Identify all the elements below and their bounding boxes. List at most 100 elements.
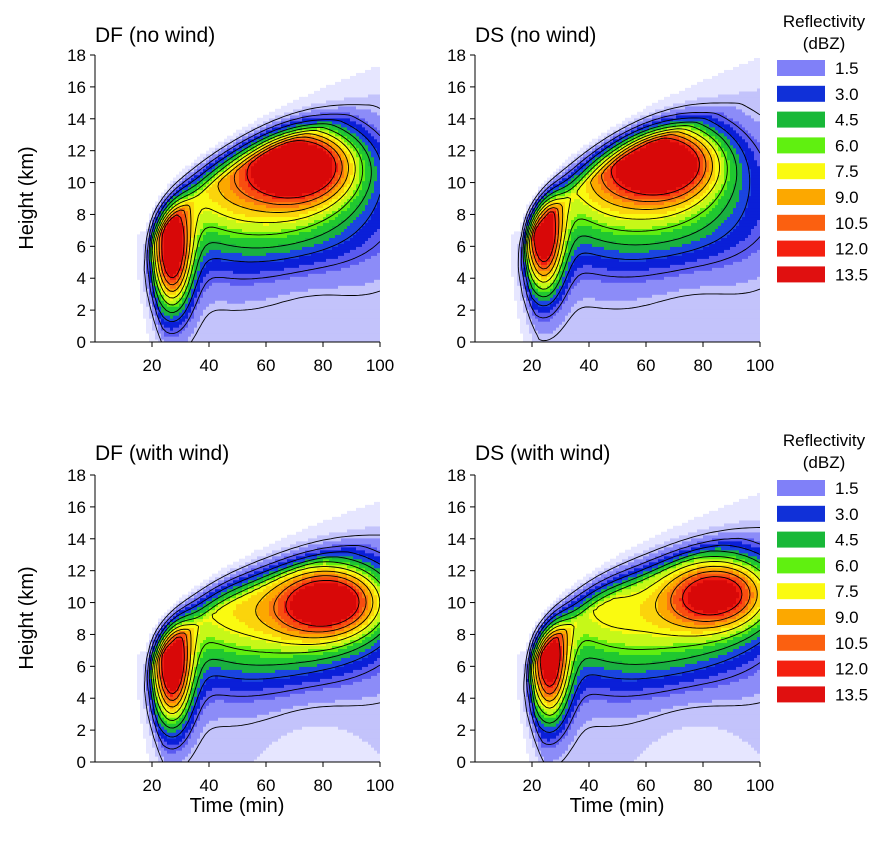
field-cell xyxy=(299,312,303,316)
field-cell xyxy=(344,249,348,253)
field-cell xyxy=(164,306,168,310)
field-cell xyxy=(266,249,270,253)
field-cell xyxy=(350,132,354,137)
field-cell xyxy=(242,336,246,340)
field-cell xyxy=(347,114,351,119)
field-cell xyxy=(227,267,231,271)
field-cell xyxy=(281,201,285,206)
field-cell xyxy=(332,255,336,259)
field-cell xyxy=(302,291,306,295)
field-cell xyxy=(248,174,252,179)
field-cell xyxy=(269,297,273,301)
field-cell xyxy=(206,306,210,310)
field-cell xyxy=(251,129,255,134)
field-cell xyxy=(269,315,273,319)
field-cell xyxy=(209,291,213,295)
field-cell xyxy=(293,324,297,328)
field-cell xyxy=(218,195,222,200)
field-cell xyxy=(341,156,345,161)
field-cell xyxy=(341,153,345,158)
field-cell xyxy=(254,219,258,224)
field-cell xyxy=(299,225,303,229)
field-cell xyxy=(341,225,345,229)
field-cell xyxy=(278,171,282,176)
field-cell xyxy=(344,171,348,176)
field-cell xyxy=(206,321,210,325)
field-cell xyxy=(197,264,201,268)
field-cell xyxy=(278,192,282,197)
field-cell xyxy=(284,180,288,185)
field-cell xyxy=(257,261,261,265)
field-cell xyxy=(260,309,264,313)
field-cell xyxy=(218,324,222,328)
field-cell xyxy=(344,261,348,265)
field-cell xyxy=(329,255,333,259)
field-cell xyxy=(314,216,318,221)
field-cell xyxy=(254,318,258,322)
field-cell xyxy=(326,258,330,262)
field-cell xyxy=(197,228,201,232)
field-cell xyxy=(296,165,300,170)
field-cell xyxy=(242,171,246,176)
field-cell xyxy=(206,291,210,295)
field-cell xyxy=(344,306,348,310)
field-cell xyxy=(170,264,174,268)
field-cell xyxy=(332,234,336,238)
field-cell xyxy=(305,330,309,334)
field-cell xyxy=(143,246,147,250)
field-cell xyxy=(263,135,267,140)
field-cell xyxy=(311,192,315,197)
field-cell xyxy=(299,123,303,128)
field-cell xyxy=(290,102,294,107)
field-cell xyxy=(299,144,303,149)
field-cell xyxy=(308,156,312,161)
y-axis-label-top: Height (km) xyxy=(16,146,38,249)
field-cell xyxy=(287,330,291,334)
field-cell xyxy=(317,213,321,218)
field-cell xyxy=(347,282,351,286)
field-cell xyxy=(293,264,297,268)
field-cell xyxy=(311,141,315,146)
field-cell xyxy=(269,111,273,116)
field-cell xyxy=(284,201,288,206)
field-cell xyxy=(353,300,357,304)
field-cell xyxy=(221,192,225,197)
field-cell xyxy=(332,168,336,173)
field-cell xyxy=(272,186,276,191)
field-cell xyxy=(344,330,348,334)
field-cell xyxy=(338,315,342,319)
field-cell xyxy=(257,225,261,229)
field-cell xyxy=(209,201,213,206)
field-cell xyxy=(227,165,231,170)
field-cell xyxy=(251,258,255,262)
field-cell xyxy=(290,144,294,149)
field-cell xyxy=(176,195,180,200)
field-cell xyxy=(347,99,351,104)
field-cell xyxy=(323,339,327,342)
field-cell xyxy=(194,321,198,325)
field-cell xyxy=(185,207,189,212)
field-cell xyxy=(224,162,228,167)
field-cell xyxy=(230,240,234,244)
field-cell xyxy=(302,132,306,137)
field-cell xyxy=(329,153,333,158)
field-cell xyxy=(293,279,297,283)
field-cell xyxy=(251,201,255,206)
field-cell xyxy=(311,261,315,265)
field-cell xyxy=(308,165,312,170)
field-cell xyxy=(149,333,153,337)
field-cell xyxy=(245,264,249,268)
field-cell xyxy=(170,276,174,280)
field-cell xyxy=(173,306,177,310)
field-cell xyxy=(230,285,234,289)
field-cell xyxy=(350,339,354,342)
field-cell xyxy=(185,330,189,334)
field-cell xyxy=(176,285,180,289)
field-cell xyxy=(200,180,204,185)
field-cell xyxy=(341,129,345,134)
field-cell xyxy=(176,210,180,215)
field-cell xyxy=(203,189,207,194)
field-cell xyxy=(296,318,300,322)
field-cell xyxy=(263,156,267,161)
